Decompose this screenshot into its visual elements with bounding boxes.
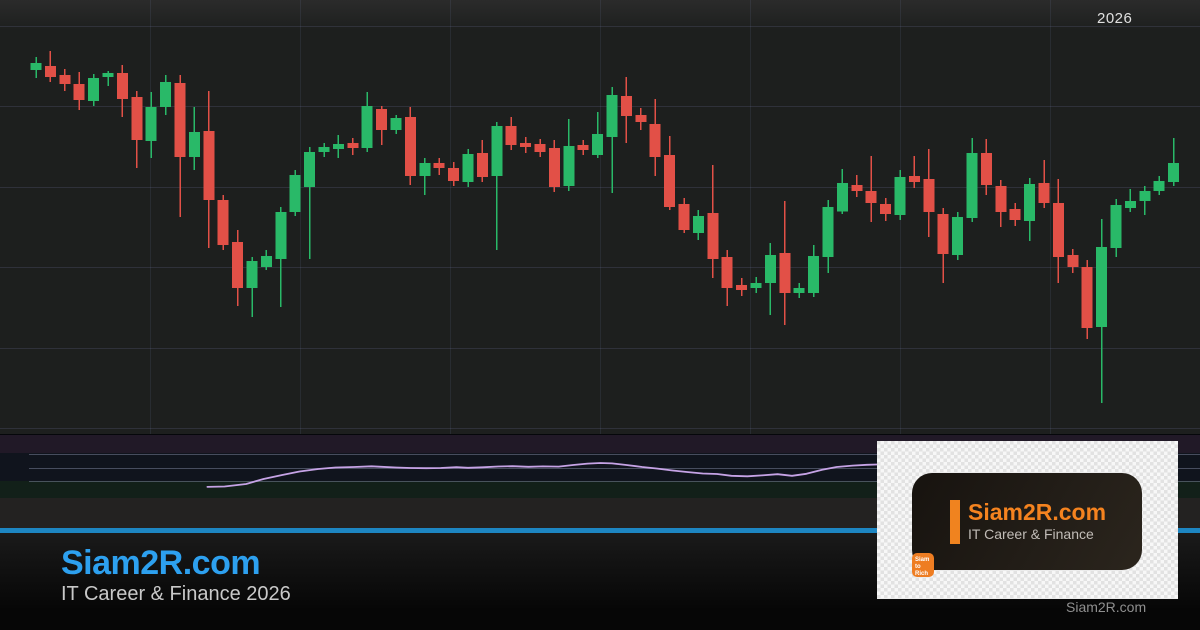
footer-watermark: Siam2R.com bbox=[1066, 599, 1147, 615]
horizontal-gridline bbox=[0, 267, 1200, 268]
horizontal-gridline bbox=[0, 186, 1200, 188]
siam-to-rich-logo: Siam to Rich bbox=[912, 553, 934, 577]
pane-separator bbox=[0, 434, 1200, 435]
vertical-gridline bbox=[750, 0, 751, 434]
level-line-70 bbox=[29, 453, 1200, 455]
year-label: 2026 bbox=[1097, 10, 1133, 27]
horizontal-gridline bbox=[0, 106, 1200, 107]
logo-line-1: Siam bbox=[915, 557, 930, 563]
vertical-gridline bbox=[1050, 0, 1051, 434]
promo-card: Siam2R.com IT Career & Finance bbox=[912, 473, 1142, 570]
vertical-gridline bbox=[300, 0, 301, 434]
horizontal-gridline bbox=[0, 428, 1200, 429]
candlestick-svg bbox=[30, 51, 1180, 404]
promo-subtitle: IT Career & Finance bbox=[968, 526, 1094, 543]
promo-image: Siam2R.com IT Career & Finance Siam to R… bbox=[877, 441, 1178, 599]
top-gradient bbox=[0, 0, 1200, 30]
promo-text-block: Siam2R.com IT Career & Finance bbox=[968, 499, 1107, 543]
horizontal-gridline bbox=[0, 347, 1200, 349]
orange-bar-icon bbox=[950, 499, 960, 544]
horizontal-gridline bbox=[0, 26, 1200, 27]
vertical-gridline bbox=[150, 0, 151, 434]
footer-brand-title: Siam2R.com bbox=[61, 544, 261, 582]
promo-title: Siam2R.com bbox=[968, 499, 1107, 526]
price-chart-pane: 2026 bbox=[0, 0, 1200, 434]
footer-brand-subtitle: IT Career & Finance 2026 bbox=[61, 583, 291, 605]
vertical-gridline bbox=[450, 0, 451, 434]
logo-line-2: to Rich bbox=[915, 563, 929, 577]
vertical-gridline bbox=[600, 0, 601, 434]
blue-divider-line bbox=[0, 528, 1200, 533]
